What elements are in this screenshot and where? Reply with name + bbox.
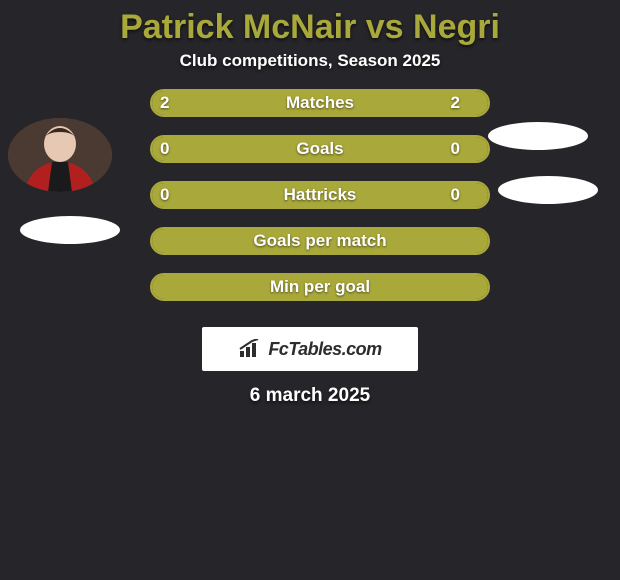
chart-icon [238, 339, 264, 359]
stat-bar-track [150, 89, 490, 117]
date-label: 6 march 2025 [0, 385, 620, 407]
stat-bar-track [150, 227, 490, 255]
stat-bar-right [320, 229, 488, 253]
stat-bar-track [150, 181, 490, 209]
source-logo: FcTables.com [202, 327, 418, 371]
stat-bar-track [150, 273, 490, 301]
stat-bar-left [152, 137, 320, 161]
stat-bar-right [320, 137, 488, 161]
stat-row: Goals00 [10, 135, 610, 181]
stat-bar-track [150, 135, 490, 163]
stat-bar-right [320, 91, 488, 115]
stat-bar-left [152, 275, 320, 299]
stat-row: Matches22 [10, 89, 610, 135]
stat-bar-left [152, 183, 320, 207]
page-title: Patrick McNair vs Negri [0, 0, 620, 47]
stats-container: Matches22Goals00Hattricks00Goals per mat… [0, 89, 620, 319]
stat-bar-left [152, 229, 320, 253]
stat-bar-right [320, 275, 488, 299]
stat-row: Min per goal [10, 273, 610, 319]
page-subtitle: Club competitions, Season 2025 [0, 51, 620, 71]
logo-text: FcTables.com [268, 339, 381, 360]
stat-row: Hattricks00 [10, 181, 610, 227]
stat-bar-right [320, 183, 488, 207]
stat-bar-left [152, 91, 320, 115]
stat-row: Goals per match [10, 227, 610, 273]
